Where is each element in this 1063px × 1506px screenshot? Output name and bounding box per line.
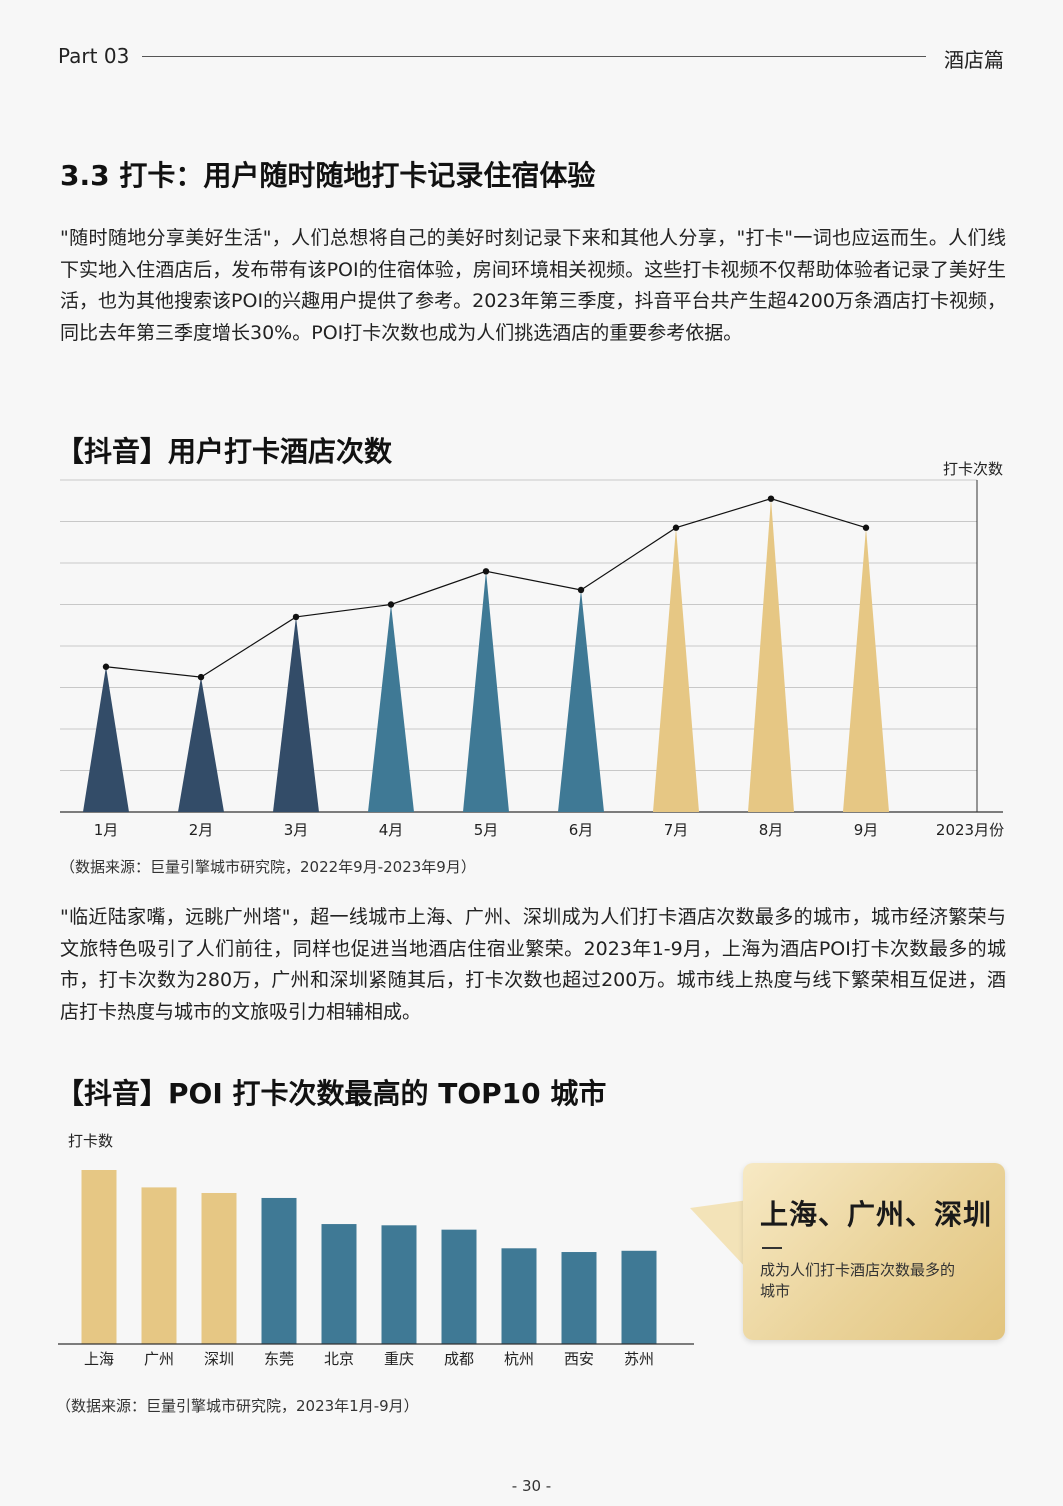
chart2-x-tick: 东莞	[264, 1350, 294, 1368]
section-title: 3.3 打卡：用户随时随地打卡记录住宿体验	[60, 159, 596, 192]
chart2-x-tick: 苏州	[624, 1350, 654, 1368]
chart2-x-tick: 杭州	[504, 1350, 534, 1368]
chart1-y-axis-label: 打卡次数	[943, 460, 1003, 478]
chart1-source: （数据来源：巨量引擎城市研究院，2022年9月-2023年9月）	[60, 858, 476, 876]
chart2-bar	[261, 1197, 297, 1344]
highlight-callout: 上海、广州、深圳 成为人们打卡酒店次数最多的城市	[743, 1163, 1005, 1340]
chart1-point	[387, 601, 395, 608]
chart1-bar	[83, 666, 129, 812]
callout-divider	[762, 1247, 782, 1249]
header-section-label: 酒店篇	[944, 48, 1004, 72]
chart1-bar	[748, 498, 794, 812]
chart2-bars	[81, 1170, 657, 1344]
chart2-bar	[441, 1229, 477, 1344]
chart1-x-tick: 9月	[854, 821, 879, 839]
chart2-bar	[621, 1250, 657, 1344]
chart1-bar	[653, 527, 699, 812]
chart2-x-tick: 重庆	[384, 1350, 414, 1368]
chart1-title: 【抖音】用户打卡酒店次数	[56, 435, 393, 468]
chart1-x-tick: 3月	[284, 821, 309, 839]
chart1-bars	[83, 498, 889, 812]
chart2-x-tick: 北京	[324, 1350, 354, 1368]
chart1-x-tick: 1月	[94, 821, 119, 839]
chart1-point	[292, 613, 300, 621]
chart2-bar	[321, 1224, 357, 1344]
chart1-point	[672, 524, 680, 531]
chart2-x-labels: 上海 广州 深圳 东莞 北京 重庆 成都 杭州 西安 苏州	[84, 1350, 654, 1368]
chart2-x-tick: 深圳	[204, 1350, 234, 1368]
callout-pointer	[690, 1200, 748, 1270]
chart1-x-tick: 6月	[569, 821, 594, 839]
chart1-points	[102, 495, 870, 681]
chart2-x-tick: 成都	[444, 1350, 474, 1368]
chart1-x-tick: 5月	[474, 821, 499, 839]
chart2-bar	[381, 1225, 417, 1344]
chart2-bar	[561, 1252, 597, 1344]
chart1-point	[197, 673, 205, 681]
chart1-x-tick: 8月	[759, 821, 784, 839]
chart2-x-tick: 广州	[144, 1350, 174, 1368]
intro-paragraph: "随时随地分享美好生活"，人们总想将自己的美好时刻记录下来和其他人分享，"打卡"…	[60, 227, 1006, 344]
chart1-bar	[368, 604, 414, 812]
chart1-bar	[178, 677, 224, 812]
chart1-bar	[463, 571, 509, 812]
chart1-bar	[273, 616, 319, 812]
chart2-source: （数据来源：巨量引擎城市研究院，2023年1月-9月）	[56, 1397, 419, 1415]
chart1-point	[577, 586, 585, 594]
chart1-x-tick: 2月	[189, 821, 214, 839]
checkin-trend-chart: 1月 2月 3月 4月 5月 6月 7月 8月 9月 打卡次数 2023月份	[60, 460, 1004, 839]
chart1-point	[862, 524, 870, 531]
chart1-point	[767, 495, 775, 502]
page-number: - 30 -	[511, 1477, 552, 1495]
chart1-x-labels: 1月 2月 3月 4月 5月 6月 7月 8月 9月	[94, 821, 879, 839]
chart2-x-tick: 西安	[564, 1350, 594, 1368]
chart2-x-tick: 上海	[84, 1350, 114, 1368]
chart2-y-axis-label: 打卡数	[68, 1132, 113, 1150]
chart1-point	[102, 663, 110, 670]
chart2-bar	[141, 1187, 177, 1344]
chart1-x-axis-label: 2023月份	[936, 821, 1004, 839]
chart2-title: 【抖音】POI 打卡次数最高的 TOP10 城市	[56, 1077, 607, 1110]
top10-city-chart: 打卡数 上海 广州 深圳 东莞 北京 重庆 成都 杭州 西安 苏州	[58, 1132, 694, 1368]
callout-text: 成为人们打卡酒店次数最多的城市	[760, 1261, 956, 1300]
header-part-label: Part 03	[58, 44, 130, 68]
city-paragraph: "临近陆家嘴，远眺广州塔"，超一线城市上海、广州、深圳成为人们打卡酒店次数最多的…	[60, 906, 1006, 1023]
chart2-bar	[501, 1248, 537, 1344]
chart1-bar	[843, 527, 889, 812]
header-divider	[142, 56, 926, 57]
chart1-bar	[558, 589, 604, 812]
chart1-x-tick: 4月	[379, 821, 404, 839]
chart1-x-tick: 7月	[664, 821, 689, 839]
callout-title: 上海、广州、深圳	[760, 1198, 993, 1231]
chart2-bar	[201, 1192, 237, 1344]
chart1-point	[482, 568, 490, 575]
chart2-bar	[81, 1170, 117, 1344]
